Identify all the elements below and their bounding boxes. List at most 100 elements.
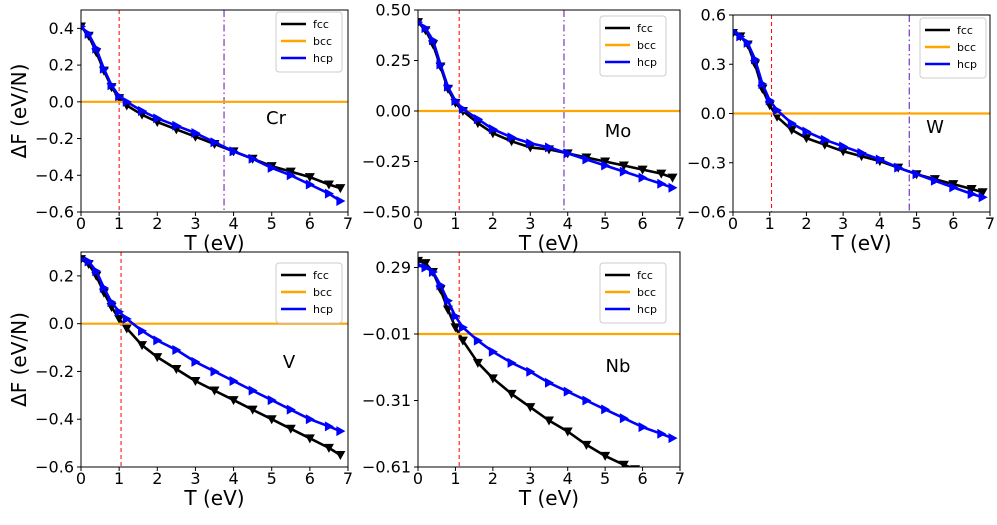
legend: fcc bcc hcp <box>599 15 667 77</box>
hcp-marker <box>138 325 148 336</box>
hcp-marker <box>122 96 132 107</box>
hcp-marker <box>545 377 554 388</box>
fcc-marker <box>121 324 132 334</box>
x-axis-label: T (eV) <box>830 231 891 255</box>
hcp-marker <box>286 404 296 415</box>
hcp-marker <box>949 182 959 193</box>
legend-label-bcc: bcc <box>637 39 656 52</box>
x-tick-label: 1 <box>114 469 124 488</box>
legend-label-fcc: fcc <box>957 24 973 37</box>
fcc-marker <box>335 184 346 194</box>
element-label: Nb <box>606 356 631 377</box>
y-tick-label: 0.4 <box>49 19 74 38</box>
fcc-marker <box>525 403 536 413</box>
hcp-marker <box>473 114 483 125</box>
x-tick-label: 5 <box>600 214 610 233</box>
x-tick-label: 1 <box>450 469 460 488</box>
y-tick-label: −0.4 <box>35 410 74 429</box>
hcp-marker <box>418 262 423 269</box>
fcc-marker <box>171 365 182 375</box>
fcc-marker <box>152 353 163 363</box>
hcp-marker <box>99 282 109 293</box>
hcp-marker <box>488 346 498 357</box>
hcp-marker <box>305 179 315 190</box>
fcc-marker <box>966 185 977 195</box>
x-tick-label: 3 <box>838 214 848 233</box>
fcc-marker <box>506 389 517 399</box>
hcp-marker <box>526 366 536 377</box>
hcp-marker <box>930 175 940 186</box>
hcp-marker <box>912 169 922 180</box>
hcp-marker <box>418 19 423 25</box>
legend-label-hcp: hcp <box>637 303 657 316</box>
hcp-marker <box>229 146 239 157</box>
panel-mo: 0 1 2 3 4 5 6 7 −0.50 −0.25 0.00 0.25 0.50 T (eV) Mo fc… <box>362 1 685 256</box>
y-tick-label: 0.50 <box>375 1 411 20</box>
hcp-marker <box>210 137 220 148</box>
legend-label-bcc: bcc <box>313 35 332 48</box>
x-tick-label: 7 <box>675 469 685 488</box>
hcp-marker <box>115 306 125 317</box>
x-tick-label: 3 <box>525 469 535 488</box>
fcc-marker <box>228 396 239 406</box>
legend-label-hcp: hcp <box>313 52 333 65</box>
x-tick-label: 6 <box>305 214 315 233</box>
x-tick-label: 7 <box>343 214 353 233</box>
legend-label-bcc: bcc <box>637 286 656 299</box>
legend-label-bcc: bcc <box>957 41 976 54</box>
hcp-marker <box>153 113 163 124</box>
x-tick-label: 5 <box>911 214 921 233</box>
plot-area <box>81 10 348 212</box>
hcp-marker <box>92 266 102 277</box>
hcp-marker <box>820 134 830 145</box>
hcp-marker <box>758 78 768 89</box>
hcp-marker <box>657 178 667 189</box>
hcp-marker <box>428 35 438 46</box>
y-tick-label: −0.6 <box>35 458 74 477</box>
hcp-marker <box>84 28 94 39</box>
panel-nb: 0 1 2 3 4 5 6 7 −0.61 −0.31 −0.01 0.29 T (eV) Nb fcc bc… <box>362 251 685 510</box>
fcc-marker <box>600 157 611 167</box>
fcc-marker <box>618 460 629 467</box>
hcp-marker <box>286 170 296 181</box>
fcc-marker <box>637 165 648 175</box>
x-tick-label: 0 <box>76 469 86 488</box>
element-label: W <box>926 117 944 138</box>
y-tick-label: −0.4 <box>35 166 74 185</box>
hcp-marker <box>458 103 468 114</box>
hcp-marker <box>305 414 315 425</box>
hcp-marker <box>336 195 346 206</box>
x-tick-label: 6 <box>637 469 647 488</box>
hcp-marker <box>92 43 102 54</box>
y-tick-label: 0.0 <box>49 314 74 333</box>
x-tick-label: 6 <box>637 214 647 233</box>
y-tick-label: 0.2 <box>49 56 74 75</box>
y-tick-label: −0.3 <box>687 153 726 172</box>
fcc-marker <box>948 180 959 190</box>
x-tick-label: 4 <box>228 214 238 233</box>
x-tick-label: 3 <box>190 214 200 233</box>
hcp-marker <box>122 313 132 324</box>
hcp-marker <box>787 118 797 129</box>
y-tick-label: 0.29 <box>375 258 411 277</box>
fcc-marker <box>304 173 315 183</box>
x-tick-label: 6 <box>948 214 958 233</box>
panel-v: 0 1 2 3 4 5 6 7 −0.6 −0.4 −0.2 0.0 0.2 T (eV) ΔF (eV/N… <box>7 251 353 510</box>
legend: fcc bcc hcp <box>919 17 987 79</box>
element-label: Mo <box>605 121 632 142</box>
x-tick-label: 4 <box>228 469 238 488</box>
x-tick-label: 2 <box>488 469 498 488</box>
hcp-marker <box>736 31 746 42</box>
fcc-marker <box>656 169 667 179</box>
hcp-marker <box>507 357 517 368</box>
x-tick-label: 0 <box>728 214 738 233</box>
x-tick-label: 2 <box>152 469 162 488</box>
fcc-marker <box>285 424 296 434</box>
hcp-marker <box>421 23 431 34</box>
element-label: Cr <box>266 108 287 129</box>
x-tick-label: 7 <box>985 214 995 233</box>
x-tick-label: 3 <box>190 469 200 488</box>
hcp-marker <box>81 23 86 30</box>
hcp-marker <box>601 404 611 415</box>
